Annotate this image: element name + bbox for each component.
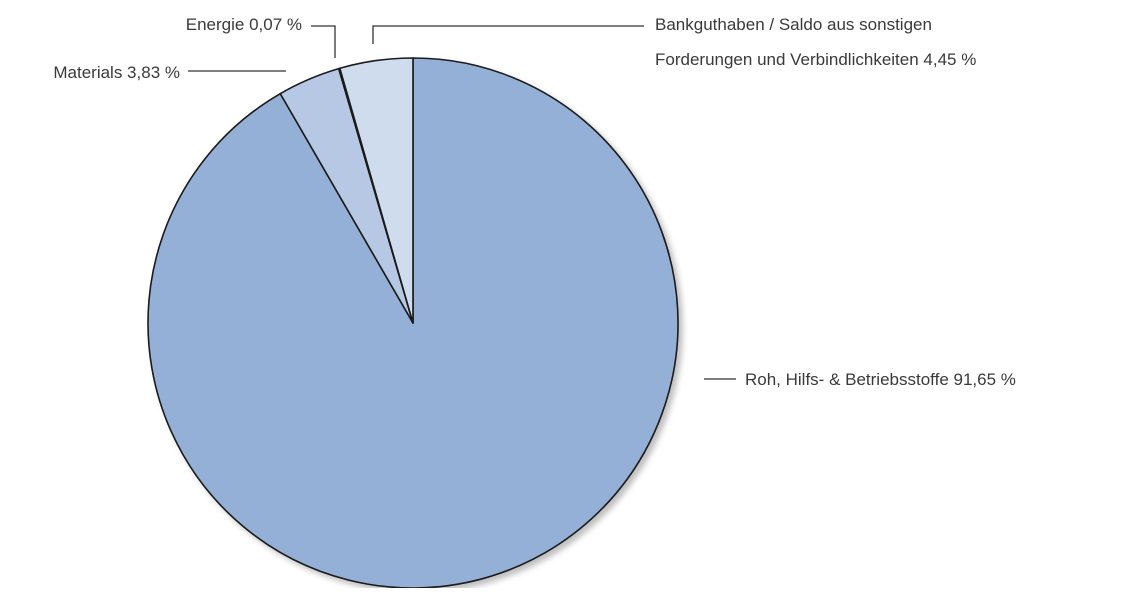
slice-label-bankguthaben-line1: Bankguthaben / Saldo aus sonstigen [655,15,932,34]
pie-labels: Energie 0,07 % Materials 3,83 % Bankguth… [53,15,1016,389]
slice-label-roh-hilfs-betriebsstoffe: Roh, Hilfs- & Betriebsstoffe 91,65 % [745,370,1016,389]
slice-label-bankguthaben-line2: Forderungen und Verbindlichkeiten 4,45 % [655,50,976,69]
pie-slice-bankguthaben [339,57,414,324]
leader-line-bankguthaben [372,25,644,44]
pie-slices [147,57,679,589]
leader-line-energie [311,25,336,58]
slice-label-energie: Energie 0,07 % [186,15,302,34]
slice-label-materials: Materials 3,83 % [53,63,180,82]
